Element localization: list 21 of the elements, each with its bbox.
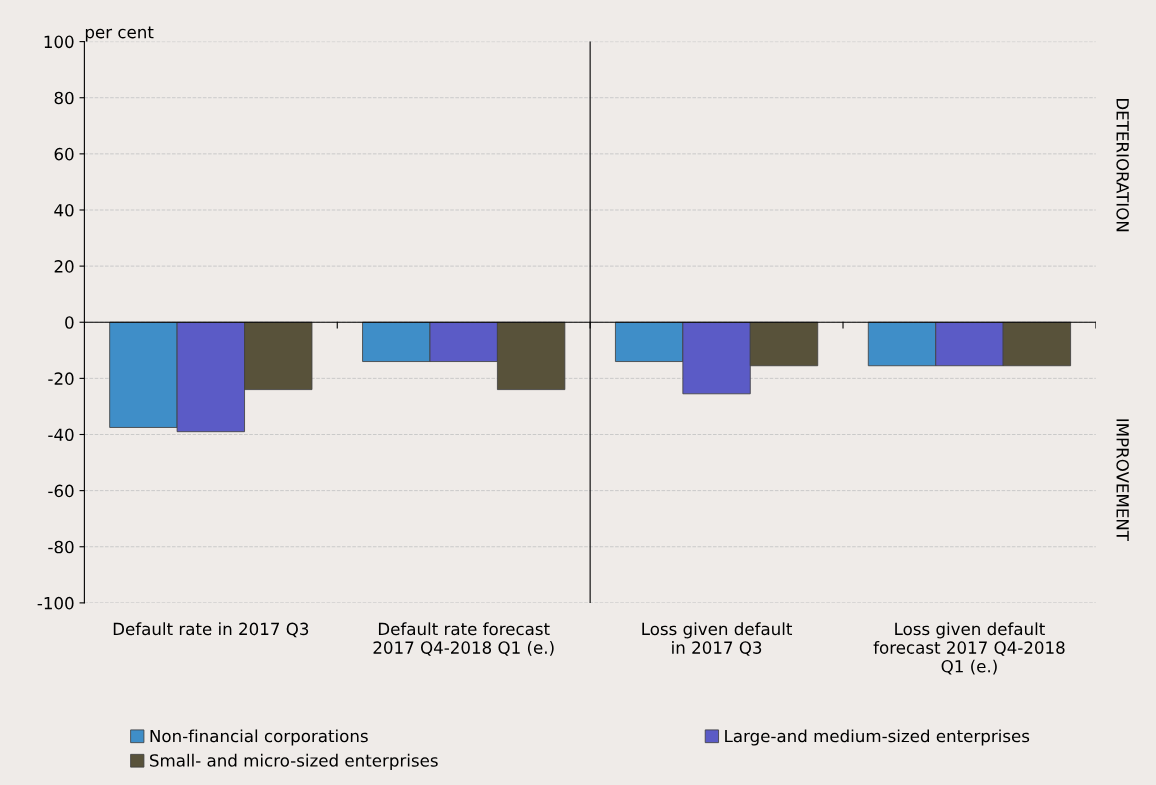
x-tick-label: Default rate forecast 2017 Q4-2018 Q1 (e.) (373, 622, 554, 656)
y-tick-label: -60 (48, 484, 74, 498)
legend-label: Large-and medium-sized enterprises (725, 729, 1030, 746)
y-tick-label: -20 (48, 372, 74, 385)
text: IMPROVEMENT (1116, 419, 1129, 542)
x-tick-label: Loss given default in 2017 Q3 (642, 622, 793, 656)
y-tick-label: -100 (37, 596, 74, 610)
legend-label: Non-financial corporations (150, 729, 368, 746)
y-tick-label: 80 (54, 91, 74, 105)
y-tick-label: -80 (48, 540, 74, 554)
x-tick-label: Default rate in 2017 Q3 (113, 622, 309, 638)
text: DETERIORATION (1116, 99, 1129, 232)
y-axis-title: per cent (85, 26, 154, 42)
legend-label: Small- and micro-sized enterprises (150, 753, 438, 770)
y-tick-label: -40 (48, 428, 74, 442)
y-tick-label: 20 (54, 260, 74, 273)
x-tick-label: Loss given default forecast 2017 Q4-2018 Q1 (e.) (873, 622, 1065, 675)
y-tick-label: 60 (54, 147, 74, 161)
y-tick-label: 0 (65, 316, 74, 329)
y-tick-label: 100 (44, 35, 74, 49)
y-tick-label: 40 (54, 203, 74, 217)
